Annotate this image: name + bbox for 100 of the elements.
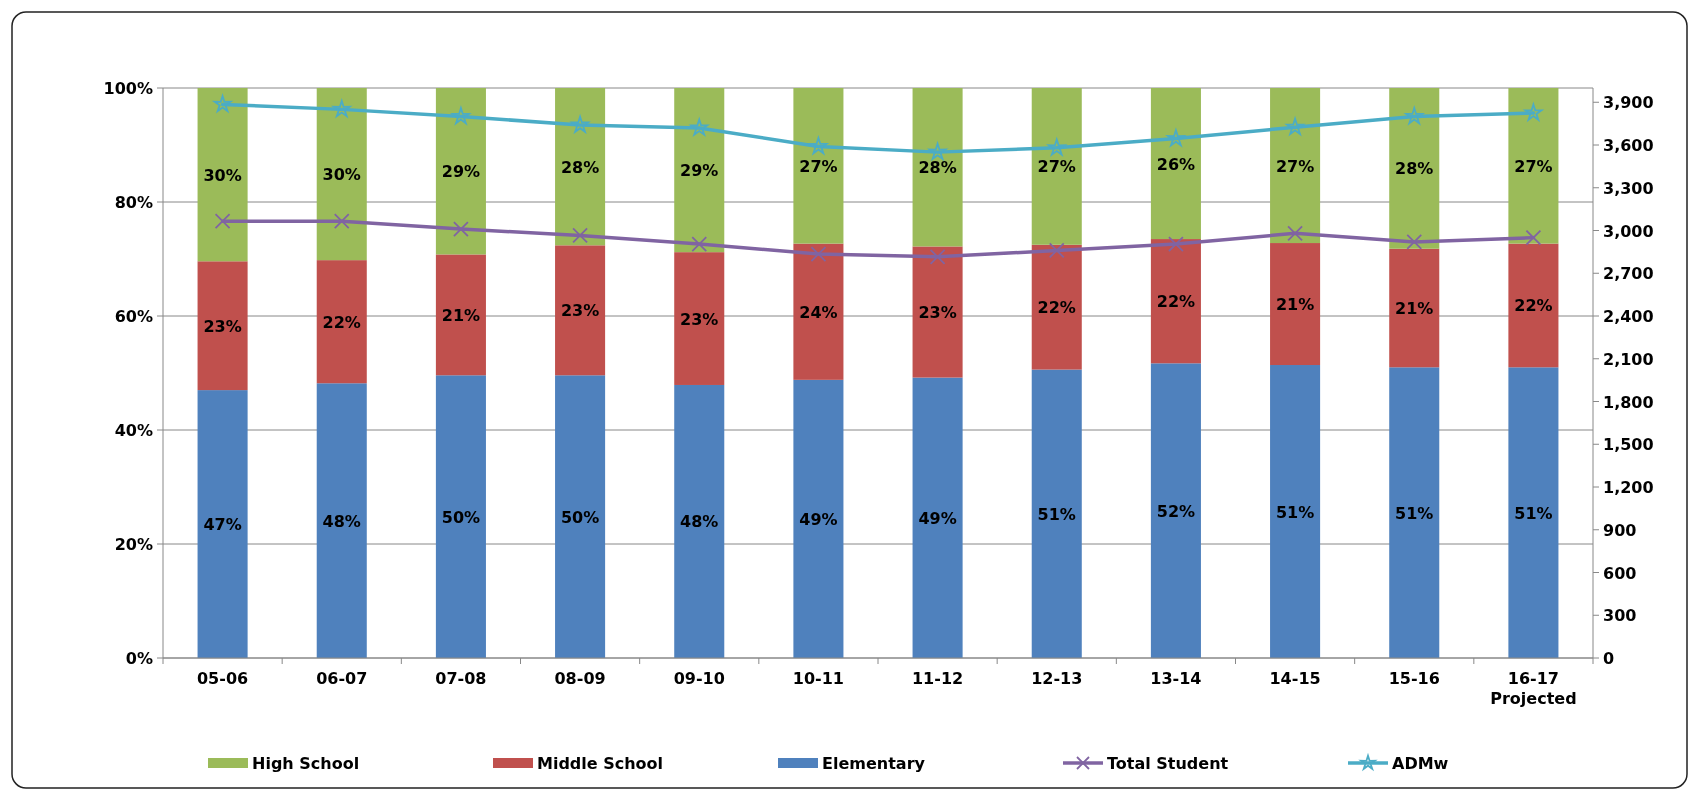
bar [674,384,725,658]
point [1405,107,1424,125]
data-label: 22% [322,312,361,332]
y2-tick-label: 3,900 [1603,93,1654,113]
bar [1508,88,1559,244]
x-tick-label: 08-09 [554,669,606,688]
bar [555,245,606,376]
point [691,236,708,252]
data-label: 50% [441,507,481,527]
data-label: 30% [322,165,361,185]
data-label: 49% [918,508,957,528]
y2-tick-label: 3,000 [1603,221,1654,241]
point [1406,234,1423,250]
data-label: 52% [1156,501,1196,521]
data-label: 22% [1514,296,1553,316]
bar [793,379,844,658]
bar [316,383,367,658]
bar [435,375,486,658]
y2-tick-label: 1,500 [1603,435,1654,455]
data-label: 27% [1275,156,1315,176]
legend-label: Middle School [537,754,664,773]
bar [793,243,844,380]
bar [555,88,606,246]
point [332,100,351,118]
data-label: 29% [441,162,481,182]
y2-tick-label: 2,400 [1603,307,1654,326]
x-tick-label: 13-14 [1150,669,1202,688]
point [1286,117,1304,135]
data-label: 21% [1395,299,1434,319]
data-label: 48% [322,511,361,531]
x-tick-label: 06-07 [316,669,368,688]
data-label: 24% [799,302,838,322]
bar [912,246,963,378]
point [333,213,350,230]
y-tick-label: 0% [125,649,153,668]
x-tick-label: 16-17 Projected [1490,669,1577,708]
y-tick-label: 100% [103,79,153,98]
y-tick-label: 80% [114,193,153,212]
bar [1031,244,1082,370]
data-label: 29% [680,161,719,181]
legend-label: ADMw [1392,754,1449,773]
y2-tick-label: 300 [1603,606,1637,626]
y-tick-label: 60% [114,307,153,326]
y2-tick-label: 2,700 [1603,264,1654,284]
x-tick-label: 14-15 [1269,669,1321,688]
y-tick-label: 20% [114,535,153,554]
data-label: 23% [560,301,600,321]
data-label: 51% [1395,503,1434,523]
legend-label: Elementary [822,754,926,773]
bar [1270,88,1321,244]
data-label: 51% [1514,503,1553,523]
point [809,137,828,155]
legend-label: High School [252,754,360,773]
data-label: 50% [560,507,600,527]
data-label: 51% [1275,502,1315,522]
bar [674,252,725,385]
data-label: 21% [441,305,481,325]
bar [793,88,844,244]
x-tick-label: 07-08 [435,669,487,688]
data-label: 23% [203,316,242,336]
point [810,246,827,262]
bar [1508,367,1559,658]
bar [316,88,367,261]
y2-tick-label: 0 [1603,649,1615,668]
y2-tick-label: 900 [1603,520,1637,540]
point [453,221,469,237]
point [1287,225,1303,242]
x-tick-label: 15-16 [1388,669,1440,688]
data-label: 47% [203,515,242,535]
bar [1031,369,1082,658]
y2-tick-label: 1,800 [1603,392,1654,412]
data-label: 27% [1514,156,1553,176]
data-label: 30% [203,165,242,185]
bar [1150,88,1201,240]
point [452,107,470,125]
point [214,213,231,230]
bar [1270,243,1321,366]
bar [1270,365,1321,658]
x-tick-label: 05-06 [197,669,249,688]
point [572,227,588,244]
bar [1389,248,1440,368]
x-tick-label: 09-10 [673,669,725,688]
point [571,115,589,133]
data-label: 28% [1395,159,1434,179]
y2-tick-label: 3,300 [1603,178,1654,198]
bar [435,88,486,255]
y2-tick-label: 1,200 [1603,478,1654,497]
bar [197,261,248,391]
bar [1150,363,1201,658]
data-label: 22% [1156,292,1196,312]
bar [1389,367,1440,658]
bar [197,390,248,658]
bar [912,88,963,247]
data-label: 28% [560,157,600,177]
bar [555,375,606,658]
data-label: 49% [799,509,838,529]
bar [674,88,725,253]
point [1167,129,1185,147]
y2-tick-label: 3,600 [1603,136,1654,155]
point [1525,229,1542,246]
